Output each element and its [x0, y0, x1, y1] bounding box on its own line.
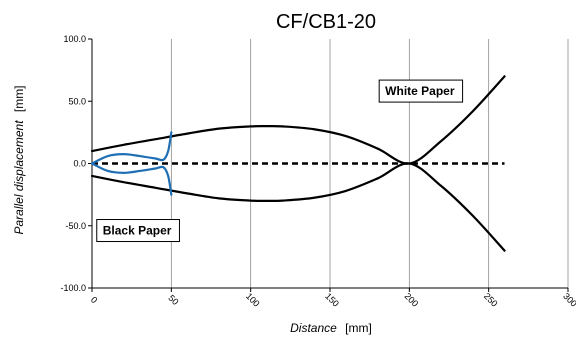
y-tick-label-3: -50.0	[65, 221, 86, 231]
y-tick-label-2: 0.0	[73, 159, 86, 169]
x-tick-label-3: 150	[323, 291, 341, 309]
axes	[88, 38, 569, 292]
annotations: White Paper Black Paper	[96, 79, 464, 243]
white-paper-label: White Paper	[385, 84, 455, 98]
series-line-0	[90, 75, 506, 165]
black-paper-label: Black Paper	[103, 224, 172, 238]
y-tick-label-4: -100.0	[60, 283, 86, 293]
x-tick-label-0: 0	[89, 295, 100, 306]
x-tick-label-1: 50	[166, 293, 180, 307]
y-axis-label-unit: [mm]	[12, 85, 26, 112]
y-axis-label: Parallel displacement [mm]	[12, 85, 26, 234]
series-line-4	[90, 162, 173, 196]
series-line-1	[90, 162, 506, 252]
x-axis-label-unit: [mm]	[345, 321, 372, 335]
series-group	[90, 75, 506, 252]
grid	[170, 39, 569, 288]
white-paper-annotation: White Paper	[378, 79, 464, 103]
x-tick-label-5: 250	[482, 291, 500, 309]
series-line-3	[90, 131, 173, 165]
x-tick-label-6: 300	[561, 291, 576, 309]
black-paper-box	[96, 219, 180, 243]
y-tick-label-1: 50.0	[68, 96, 86, 106]
x-axis-label-main: Distance	[290, 321, 337, 335]
x-axis-label: Distance [mm]	[290, 321, 372, 335]
x-tick-label-2: 100	[244, 291, 262, 309]
black-paper-annotation: Black Paper	[96, 219, 180, 243]
white-paper-box	[378, 79, 464, 103]
x-tick-label-4: 200	[403, 291, 421, 309]
y-tick-label-0: 100.0	[63, 34, 86, 44]
y-axis-label-main: Parallel displacement	[12, 120, 26, 235]
chart-title: CF/CB1-20	[276, 11, 376, 33]
